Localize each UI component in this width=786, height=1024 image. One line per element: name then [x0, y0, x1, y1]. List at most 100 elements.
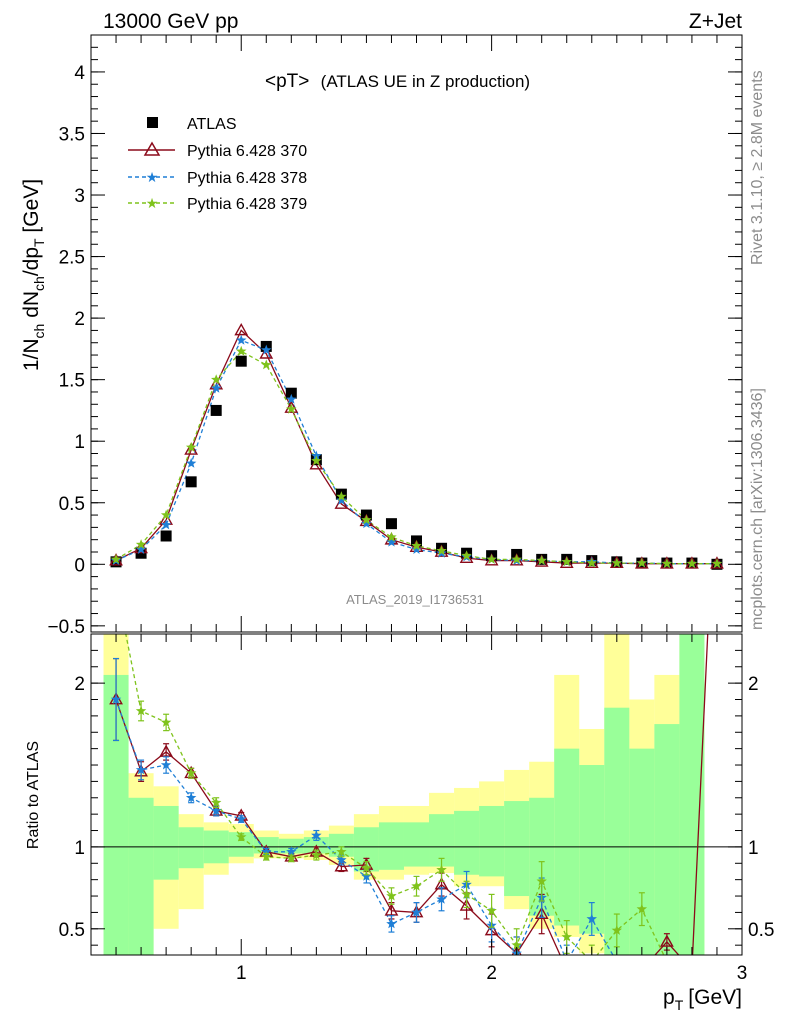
ratio-series-1-point — [436, 893, 447, 904]
ratio-series-2-point — [261, 851, 272, 862]
main-panel: −0.5 0 0.5 1 1.5 2 2.5 3 3.5 4 <pT> (ATLAS UE in … — [20, 34, 743, 638]
ratio-series-2-point — [486, 905, 497, 916]
series-2-point — [386, 531, 397, 542]
legend: ATLAS Pythia 6.428 370 ★ Pythia 6.428 37… — [128, 116, 307, 213]
ratio-series-2-point — [386, 890, 397, 901]
ratio-series-1-point — [160, 759, 172, 770]
ratio-y-axis-label: Ratio to ATLAS — [25, 741, 42, 849]
series-0-point — [459, 550, 474, 564]
y-tick-label: 2 — [74, 309, 85, 330]
ratio-series-1-point — [261, 846, 272, 857]
ratio-series-0-point — [586, 964, 597, 974]
green-band — [128, 797, 154, 955]
atlas-data-point — [185, 476, 197, 488]
ratio-series-1-point — [386, 918, 397, 929]
ratio-series-2-point — [236, 831, 247, 842]
ratio-series-2-point — [536, 875, 547, 886]
analysis-watermark: ATLAS_2019_I1736531 — [346, 592, 484, 607]
ratio-series-0-point — [611, 964, 622, 974]
atlas-data-point — [160, 530, 172, 542]
green-band — [153, 805, 179, 880]
ratio-series-2-point — [160, 716, 172, 727]
series-0-point — [284, 400, 299, 413]
series-2-point — [561, 556, 572, 567]
plot-title: <pT> (ATLAS UE in Z production) — [265, 71, 530, 92]
ratio-series-2-point — [687, 956, 698, 966]
ratio-y-tick-label-right: 0.5 — [748, 920, 774, 941]
ratio-series-2-point — [185, 767, 197, 778]
y-tick-label: 0.5 — [59, 494, 85, 515]
series-0-point — [259, 346, 274, 359]
series-1-point — [261, 344, 272, 355]
green-band — [278, 838, 304, 854]
series-0-point — [234, 322, 249, 336]
ratio-series-1-point — [687, 956, 698, 966]
legend-379-label: Pythia 6.428 379 — [187, 196, 307, 213]
series-0-point — [134, 540, 148, 554]
ratio-series-2-point — [611, 924, 622, 935]
legend-370-label: Pythia 6.428 370 — [187, 143, 307, 160]
series-2-point — [611, 557, 622, 568]
atlas-data-point — [210, 404, 222, 416]
green-band — [479, 805, 505, 877]
ratio-series-0-point — [159, 744, 174, 757]
main-axes: −0.5 0 0.5 1 1.5 2 2.5 3 3.5 4 — [47, 35, 743, 638]
y-tick-label: 0 — [74, 555, 85, 576]
ratio-y-tick-label: 2 — [74, 674, 85, 695]
y-tick-label: 1 — [74, 432, 85, 453]
series-2-point — [436, 545, 447, 556]
x-tick-label: 3 — [737, 963, 748, 984]
ratio-series-0-point — [459, 898, 474, 911]
ratio-series-0-point — [659, 934, 674, 947]
series-0-point — [534, 554, 549, 567]
ratio-series-1-point — [135, 764, 147, 775]
legend-atlas-label: ATLAS — [187, 116, 237, 133]
series-2-point — [211, 374, 222, 385]
y-axis-label-part-2: dN — [20, 291, 43, 324]
series-1-point — [311, 450, 322, 461]
series-2-point — [536, 555, 547, 566]
ratio-series-1-point — [185, 792, 197, 803]
series-2-point — [286, 403, 297, 414]
ratio-series-1-point — [336, 854, 347, 865]
ratio-series-1-point — [286, 846, 297, 857]
ratio-series-2-point — [135, 705, 147, 716]
ratio-series-2-point — [662, 956, 672, 966]
ratio-series-1-point — [361, 870, 372, 881]
ratio-plot-marks — [109, 634, 709, 974]
ratio-series-0-point — [384, 903, 399, 916]
series-2-point — [686, 558, 698, 569]
mcplots-reference-note: mcplots.cern.ch [arXiv:1306.3436] — [749, 388, 766, 630]
x-axis-label: pT [GeV] — [663, 986, 742, 1013]
x-tick-label: 2 — [486, 963, 497, 984]
ratio-y-tick-label: 1 — [74, 838, 85, 859]
series-1-point — [236, 334, 247, 345]
ratio-series-2-point — [336, 846, 347, 857]
ratio-series-2-point — [286, 852, 297, 863]
ratio-series-2-point — [636, 903, 648, 914]
green-band — [378, 822, 404, 870]
series-2-point — [511, 553, 522, 564]
y-axis-label: 1/Nch dNch/dpT [GeV] — [20, 179, 47, 371]
y-tick-label: 2.5 — [59, 248, 85, 269]
ratio-series-1-point — [637, 956, 648, 966]
green-band — [328, 833, 354, 857]
ratio-series-2-point — [561, 931, 572, 942]
y-axis-label-part-6: [GeV] — [20, 179, 43, 239]
ratio-y-tick-label-right: 1 — [748, 838, 759, 859]
series-0-point — [334, 496, 349, 509]
ratio-uncertainty-bands — [91, 634, 742, 955]
legend-378-marker: ★ — [146, 170, 159, 186]
series-2-point — [236, 345, 247, 356]
series-1-point — [135, 544, 147, 554]
legend-370-marker — [143, 141, 161, 156]
y-axis-label-part-4: /dp — [20, 247, 43, 276]
ratio-series-0-point — [686, 964, 697, 974]
series-2-point — [110, 553, 122, 564]
ratio-series-2-point — [587, 956, 598, 966]
series-1-point — [160, 519, 172, 530]
ratio-series-2-point — [211, 797, 222, 808]
y-tick-label: 4 — [74, 63, 85, 84]
atlas-data-point — [385, 518, 397, 530]
ratio-series-1-point — [211, 805, 222, 816]
